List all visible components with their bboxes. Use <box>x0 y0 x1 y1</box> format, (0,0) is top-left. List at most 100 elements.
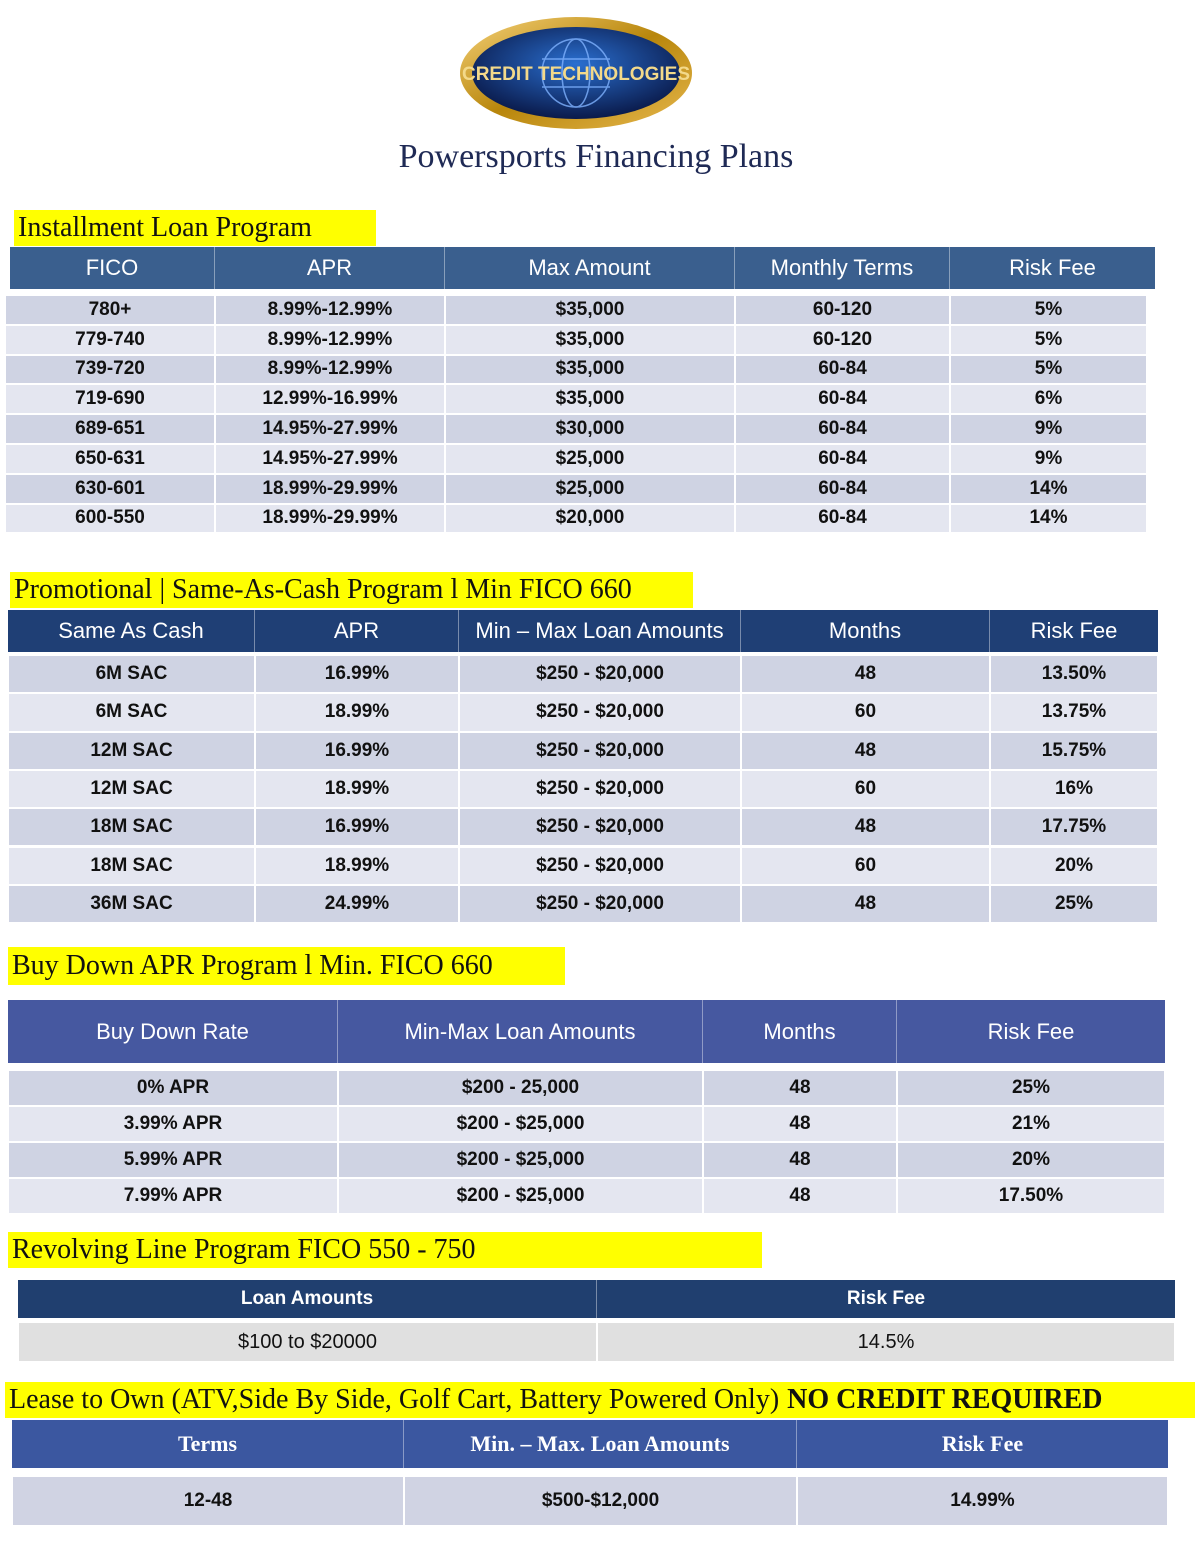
table-cell: $200 - $25,000 <box>339 1179 702 1213</box>
table-cell: $250 - $20,000 <box>460 732 740 769</box>
table-cell: 14.95%-27.99% <box>216 445 444 473</box>
table-cell: $100 to $20000 <box>19 1323 596 1361</box>
table-cell: 7.99% APR <box>9 1179 337 1213</box>
header-cell: Min-Max Loan Amounts <box>338 1000 703 1063</box>
header-cell: Min – Max Loan Amounts <box>459 610 741 652</box>
table-cell: 15.75% <box>991 732 1157 769</box>
table-cell: 20% <box>991 847 1157 884</box>
table-cell: 6M SAC <box>9 694 254 731</box>
table-cell: 12.99%-16.99% <box>216 385 444 414</box>
table-cell: 650-631 <box>6 445 214 473</box>
header-row <box>18 1280 1175 1318</box>
heading-text: Buy Down APR Program l Min. FICO 660 <box>12 950 493 981</box>
header-cell: Risk Fee <box>1009 255 1096 280</box>
table-cell: 21% <box>898 1107 1164 1141</box>
table-cell: 630-601 <box>6 474 214 503</box>
table-cell: 600-550 <box>6 504 214 533</box>
table-cell: 48 <box>704 1179 896 1213</box>
table-cell: $500-$12,000 <box>405 1477 796 1525</box>
table-cell: 779-740 <box>6 325 214 354</box>
header-cell: Loan Amounts <box>18 1280 597 1318</box>
table-cell: 25% <box>991 885 1157 923</box>
table-cell: $200 - $25,000 <box>339 1107 702 1141</box>
table-cell: 60-84 <box>736 474 949 503</box>
header-cell: Monthly Terms <box>735 247 950 289</box>
table-cell: 12M SAC <box>9 732 254 769</box>
table-cell: 16.99% <box>256 656 458 693</box>
table-cell: $250 - $20,000 <box>460 885 740 923</box>
table-cell: $25,000 <box>446 474 734 503</box>
table-cell: 36M SAC <box>9 885 254 923</box>
table-cell: $30,000 <box>446 415 734 443</box>
heading-text: Lease to Own (ATV,Side By Side, Golf Car… <box>9 1384 780 1415</box>
table-cell: 60 <box>742 694 989 731</box>
table-cell: 18.99% <box>256 847 458 884</box>
table-cell: 48 <box>742 885 989 923</box>
table-cell: 16% <box>991 770 1157 808</box>
section-heading: Lease to Own (ATV,Side By Side, Golf Car… <box>5 1382 1195 1418</box>
table-cell: $35,000 <box>446 355 734 384</box>
table-cell: 8.99%-12.99% <box>216 296 444 324</box>
table-cell: 5% <box>951 355 1146 384</box>
table-cell: $35,000 <box>446 385 734 414</box>
header-cell: Risk Fee <box>941 1431 1024 1456</box>
header-cell: FICO <box>10 247 215 289</box>
table-cell: 14.99% <box>798 1477 1167 1525</box>
table-cell: 689-651 <box>6 415 214 443</box>
table-cell: $250 - $20,000 <box>460 656 740 693</box>
table-cell: 780+ <box>6 296 214 324</box>
header-cell: Buy Down Rate <box>8 1000 338 1063</box>
header-row <box>8 610 1158 652</box>
section-heading: Revolving Line Program FICO 550 - 750 <box>8 1232 762 1268</box>
table-cell: 60-84 <box>736 445 949 473</box>
table-cell: 18.99% <box>256 770 458 808</box>
table-cell: 17.50% <box>898 1179 1164 1213</box>
section-heading: Promotional | Same-As-Cash Program l Min… <box>10 572 693 608</box>
table-cell: $250 - $20,000 <box>460 847 740 884</box>
table-cell: $35,000 <box>446 296 734 324</box>
table-cell: 6% <box>951 385 1146 414</box>
table-cell: 14.5% <box>598 1323 1174 1361</box>
table-cell: 5.99% APR <box>9 1143 337 1177</box>
table-cell: 18M SAC <box>9 847 254 884</box>
table-cell: 5% <box>951 296 1146 324</box>
table-cell: 60-84 <box>736 504 949 533</box>
table-cell: 48 <box>742 732 989 769</box>
header-row <box>8 1000 1165 1063</box>
section-heading: Buy Down APR Program l Min. FICO 660 <box>8 947 565 985</box>
table-cell: 48 <box>704 1071 896 1105</box>
header-row <box>12 1420 1168 1468</box>
table-cell: 14.95%-27.99% <box>216 415 444 443</box>
table-cell: 25% <box>898 1071 1164 1105</box>
table-cell: 12M SAC <box>9 770 254 808</box>
header-cell: Months <box>703 1000 897 1063</box>
table-cell: $25,000 <box>446 445 734 473</box>
header-cell: Same As Cash <box>8 610 255 652</box>
table-cell: 13.75% <box>991 694 1157 731</box>
header-cell: Min. – Max. Loan Amounts <box>404 1420 797 1468</box>
table-cell: 6M SAC <box>9 656 254 693</box>
table-cell: 60 <box>742 847 989 884</box>
table-cell: 16.99% <box>256 732 458 769</box>
table-cell: 18.99%-29.99% <box>216 504 444 533</box>
table-cell: 60-120 <box>736 296 949 324</box>
table-cell: 9% <box>951 415 1146 443</box>
table-cell: 20% <box>898 1143 1164 1177</box>
table-cell: 3.99% APR <box>9 1107 337 1141</box>
table-cell: 14% <box>951 504 1146 533</box>
table-cell: 9% <box>951 445 1146 473</box>
table-cell: 719-690 <box>6 385 214 414</box>
table-cell: $35,000 <box>446 325 734 354</box>
table-cell: 18M SAC <box>9 809 254 846</box>
heading-text: Revolving Line Program FICO 550 - 750 <box>12 1234 476 1265</box>
table-cell: $200 - $25,000 <box>339 1143 702 1177</box>
table-cell: 16.99% <box>256 809 458 846</box>
header-cell: Risk Fee <box>846 1288 926 1309</box>
header-cell: APR <box>215 247 445 289</box>
header-cell: Risk Fee <box>1030 618 1118 643</box>
table-cell: 5% <box>951 325 1146 354</box>
table-cell: $250 - $20,000 <box>460 809 740 846</box>
table-cell: 48 <box>742 809 989 846</box>
table-cell: 60-84 <box>736 415 949 443</box>
